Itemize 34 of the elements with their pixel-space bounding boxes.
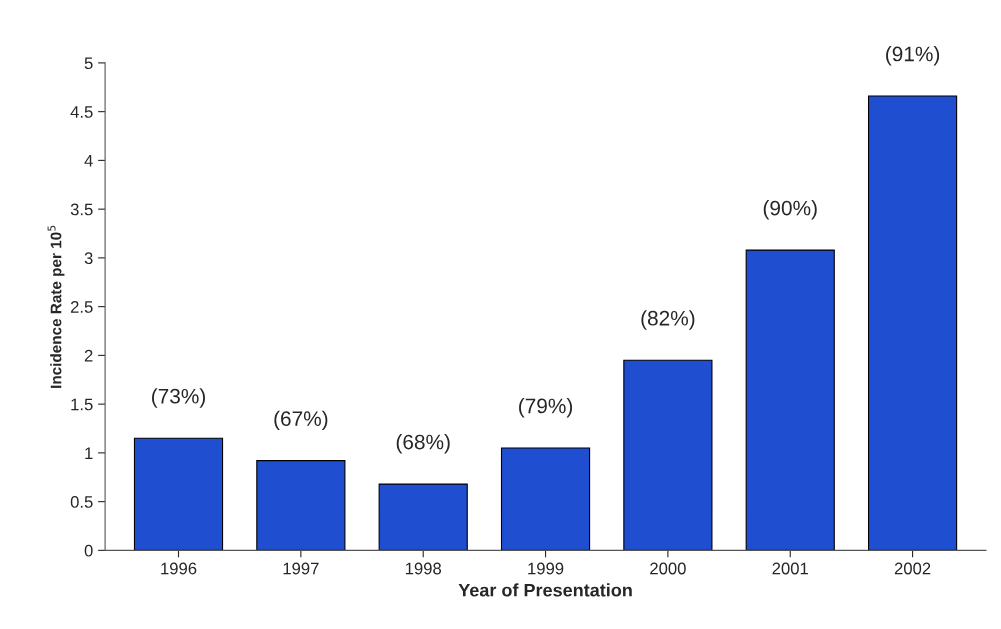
y-tick-label: 5 [84,57,93,70]
annotation: (91%) [886,46,940,66]
x-tick-label: 2002 [894,562,931,575]
annotation: (82%) [641,310,695,330]
y-axis-title: Incidence Rate per 10$^{5}$ [47,225,65,388]
bar [745,249,835,551]
bar [867,95,958,551]
x-tick-label: 1997 [283,562,319,575]
annotation: (79%) [519,398,573,418]
y-tick-label: 2.5 [70,301,93,313]
y-tick-label: 4.5 [70,106,93,118]
y-tick-label: 4 [84,154,93,167]
y-tick-label: 3 [84,252,93,265]
x-axis-title: Year of Presentation [458,583,632,597]
annotation: (68%) [396,434,450,454]
annotation: (73%) [152,388,206,408]
y-tick-label: 2 [84,349,93,362]
x-tick-label: 1996 [161,562,197,575]
y-tick-label: 0.5 [70,496,93,508]
x-tick-label: 1998 [405,562,442,575]
bar [378,483,468,551]
bar [500,447,591,551]
bar [623,359,713,551]
y-tick-label: 3.5 [70,203,93,216]
y-tick-label: 1 [85,447,93,459]
x-tick-label: 2001 [772,562,808,575]
y-tick-label: 0 [84,544,93,557]
annotation: (67%) [274,410,328,431]
x-tick-label: 2000 [650,562,686,575]
bar [256,460,346,551]
bar [133,437,224,551]
x-tick-label: 1999 [528,562,564,575]
y-tick-label: 1.5 [71,398,93,411]
annotation: (90%) [763,200,817,220]
